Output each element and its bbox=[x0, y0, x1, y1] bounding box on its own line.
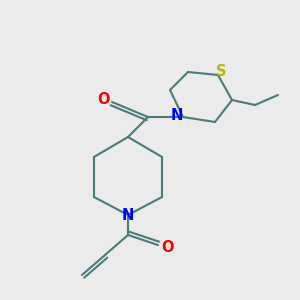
Text: N: N bbox=[122, 208, 134, 223]
Text: O: O bbox=[161, 239, 173, 254]
Text: S: S bbox=[216, 64, 226, 79]
Text: N: N bbox=[171, 107, 183, 122]
Text: O: O bbox=[98, 92, 110, 106]
